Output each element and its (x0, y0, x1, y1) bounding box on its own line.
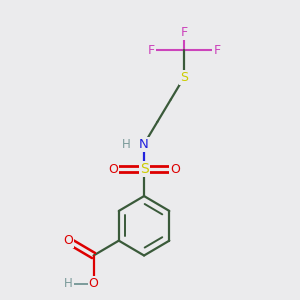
Text: S: S (180, 71, 188, 84)
Text: O: O (88, 277, 98, 290)
Text: O: O (108, 163, 118, 176)
Text: O: O (170, 163, 180, 176)
Text: F: F (213, 44, 220, 57)
Text: F: F (148, 44, 155, 57)
Text: N: N (139, 138, 149, 151)
Text: H: H (122, 138, 130, 151)
Text: F: F (181, 26, 188, 39)
Text: S: S (140, 162, 148, 176)
Text: O: O (63, 234, 73, 247)
Text: H: H (64, 277, 73, 290)
